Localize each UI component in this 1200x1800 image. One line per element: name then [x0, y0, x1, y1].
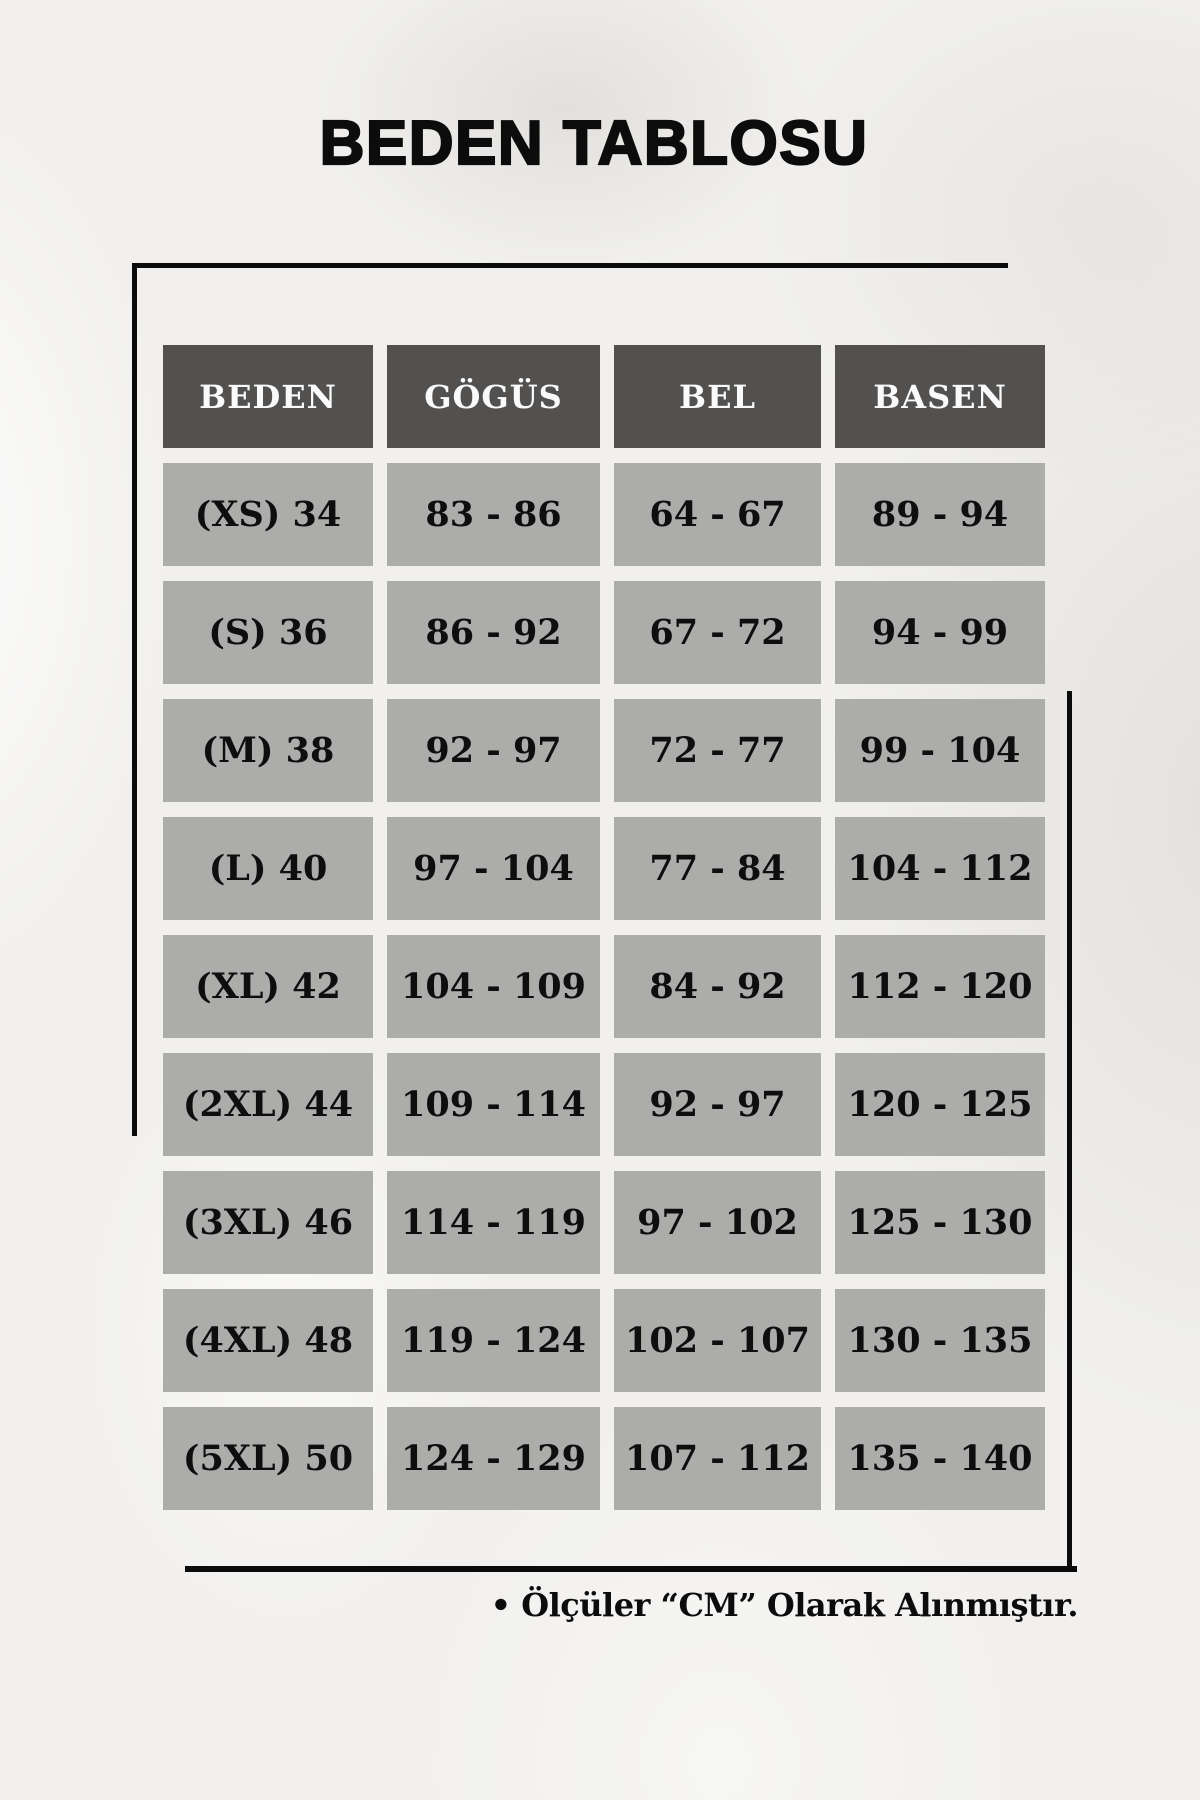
table-cell: (3XL) 46	[163, 1171, 373, 1274]
table-cell: 102 - 107	[614, 1289, 821, 1392]
header-cell-basen: BASEN	[835, 345, 1045, 448]
table-cell: 67 - 72	[614, 581, 821, 684]
table-cell: 107 - 112	[614, 1407, 821, 1510]
frame-top-line	[132, 263, 1008, 268]
table-cell: 97 - 102	[614, 1171, 821, 1274]
table-cell: 86 - 92	[387, 581, 600, 684]
table-cell: 64 - 67	[614, 463, 821, 566]
measurement-unit-note: • Ölçüler “CM” Olarak Alınmıştır.	[490, 1586, 1079, 1624]
table-cell: 104 - 112	[835, 817, 1045, 920]
frame-right-line	[1067, 691, 1072, 1572]
table-cell: 97 - 104	[387, 817, 600, 920]
table-cell: (L) 40	[163, 817, 373, 920]
table-cell: 77 - 84	[614, 817, 821, 920]
table-cell: 130 - 135	[835, 1289, 1045, 1392]
header-cell-gogus: GÖGÜS	[387, 345, 600, 448]
table-cell: 92 - 97	[387, 699, 600, 802]
frame-bottom-line	[185, 1566, 1077, 1572]
table-cell: 114 - 119	[387, 1171, 600, 1274]
table-cell: (2XL) 44	[163, 1053, 373, 1156]
table-cell: 119 - 124	[387, 1289, 600, 1392]
size-table: BEDEN GÖGÜS BEL BASEN (XS) 34 83 - 86 64…	[163, 345, 1045, 1510]
table-cell: 99 - 104	[835, 699, 1045, 802]
table-cell: 109 - 114	[387, 1053, 600, 1156]
table-cell: 124 - 129	[387, 1407, 600, 1510]
table-cell: 120 - 125	[835, 1053, 1045, 1156]
table-cell: 104 - 109	[387, 935, 600, 1038]
table-cell: (S) 36	[163, 581, 373, 684]
table-cell: 89 - 94	[835, 463, 1045, 566]
frame-left-line	[132, 263, 137, 1136]
table-cell: (M) 38	[163, 699, 373, 802]
table-cell: 83 - 86	[387, 463, 600, 566]
header-cell-bel: BEL	[614, 345, 821, 448]
table-cell: (5XL) 50	[163, 1407, 373, 1510]
page-title: BEDEN TABLOSU	[318, 108, 869, 179]
table-cell: (4XL) 48	[163, 1289, 373, 1392]
table-cell: 84 - 92	[614, 935, 821, 1038]
table-cell: (XS) 34	[163, 463, 373, 566]
table-cell: 112 - 120	[835, 935, 1045, 1038]
table-cell: 125 - 130	[835, 1171, 1045, 1274]
table-cell: 92 - 97	[614, 1053, 821, 1156]
table-cell: (XL) 42	[163, 935, 373, 1038]
table-cell: 72 - 77	[614, 699, 821, 802]
table-cell: 135 - 140	[835, 1407, 1045, 1510]
header-cell-beden: BEDEN	[163, 345, 373, 448]
table-cell: 94 - 99	[835, 581, 1045, 684]
